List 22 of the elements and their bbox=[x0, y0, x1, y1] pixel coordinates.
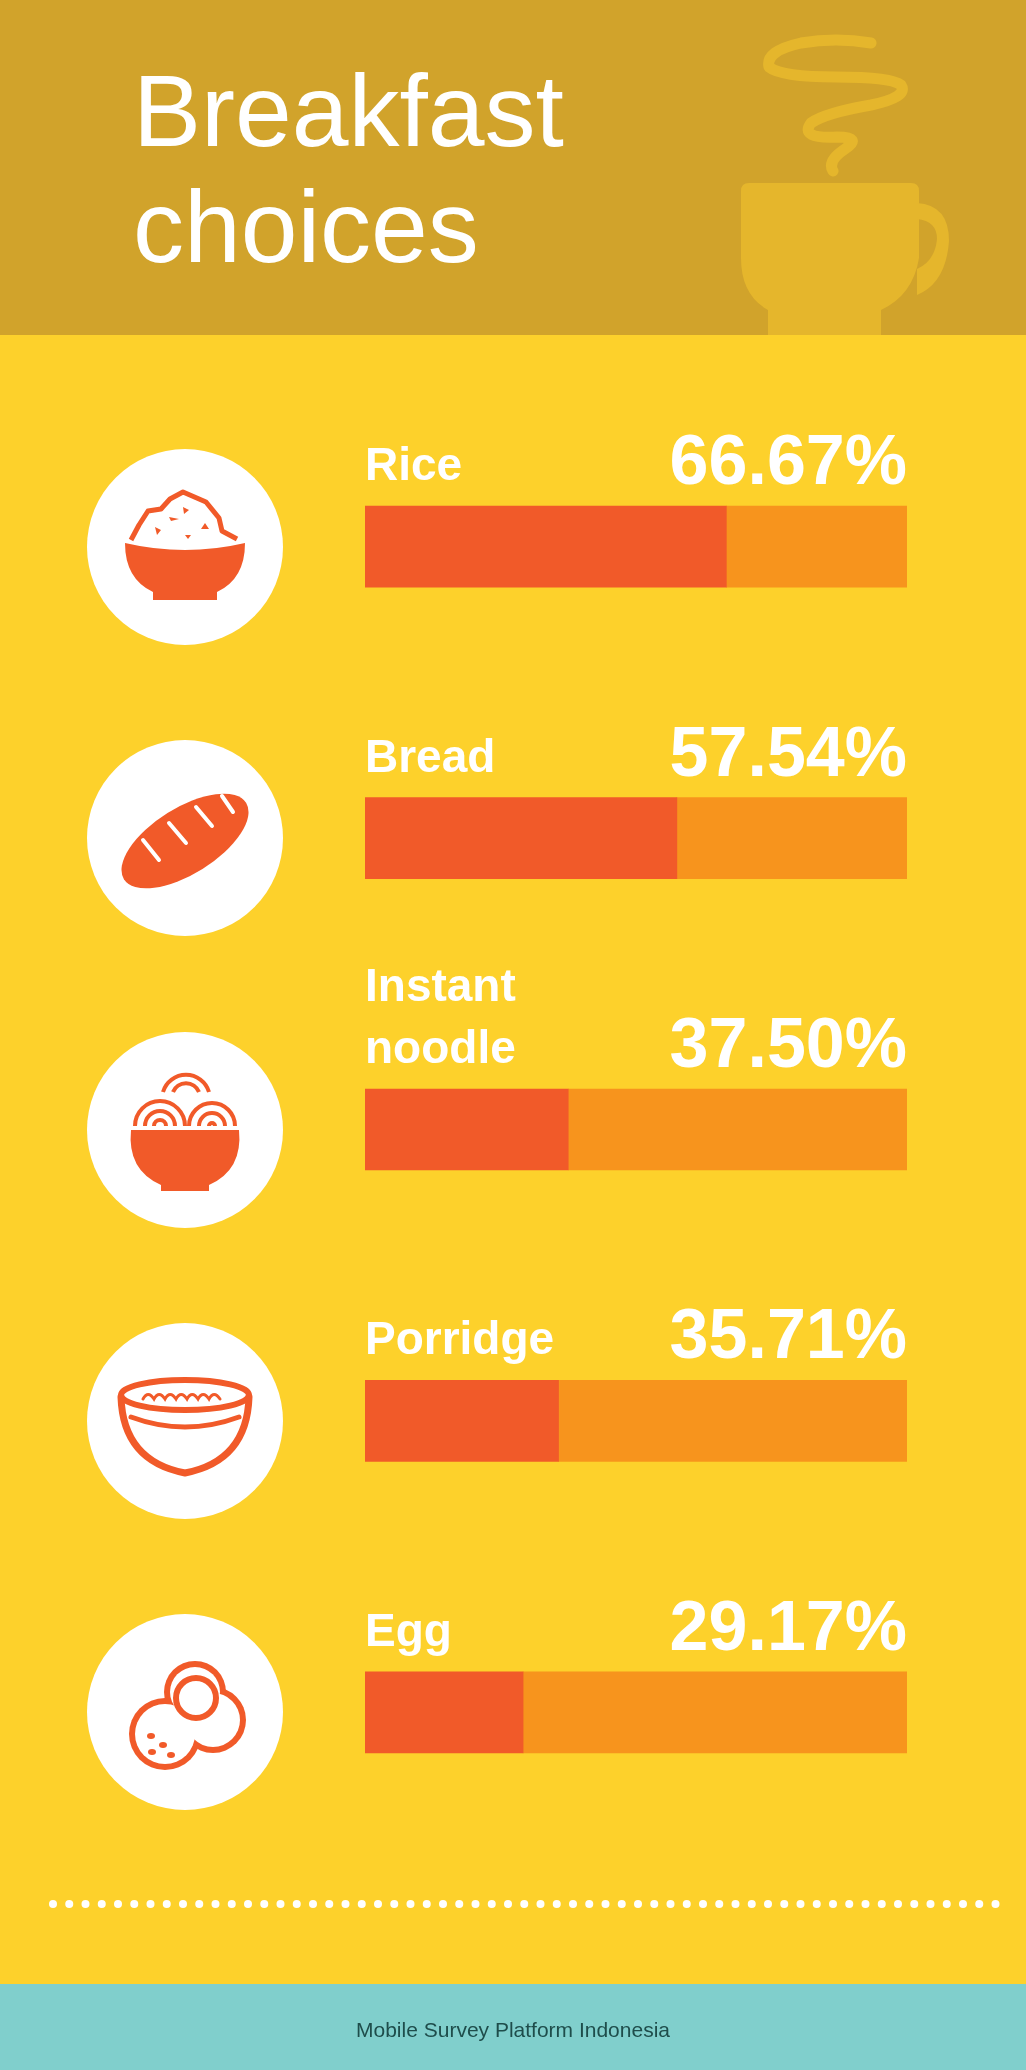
bar bbox=[726, 505, 907, 588]
data-label: 37.50% bbox=[669, 1004, 907, 1082]
y-tick-label: Instant noodle bbox=[365, 959, 516, 1073]
bar bbox=[365, 1671, 524, 1754]
data-label: 57.54% bbox=[669, 712, 907, 791]
bar bbox=[676, 797, 907, 879]
bar bbox=[567, 1088, 907, 1171]
bar bbox=[365, 797, 678, 879]
bar bbox=[365, 1380, 559, 1462]
bar bbox=[365, 505, 727, 588]
y-tick-label: Bread bbox=[365, 729, 496, 782]
data-label: 29.17% bbox=[669, 1586, 907, 1665]
y-tick-label: Rice bbox=[365, 438, 463, 491]
data-label: 66.67% bbox=[669, 421, 907, 500]
data-label: 35.71% bbox=[669, 1295, 907, 1374]
bar bbox=[522, 1671, 907, 1754]
text: Mobile Survey Platform Indonesia bbox=[356, 2018, 671, 2041]
bar bbox=[558, 1380, 907, 1462]
y-tick-label: Egg bbox=[365, 1603, 452, 1656]
chart-title: Breakfast choices bbox=[133, 54, 564, 284]
y-tick-label: Porridge bbox=[365, 1312, 555, 1365]
bar bbox=[365, 1088, 569, 1171]
